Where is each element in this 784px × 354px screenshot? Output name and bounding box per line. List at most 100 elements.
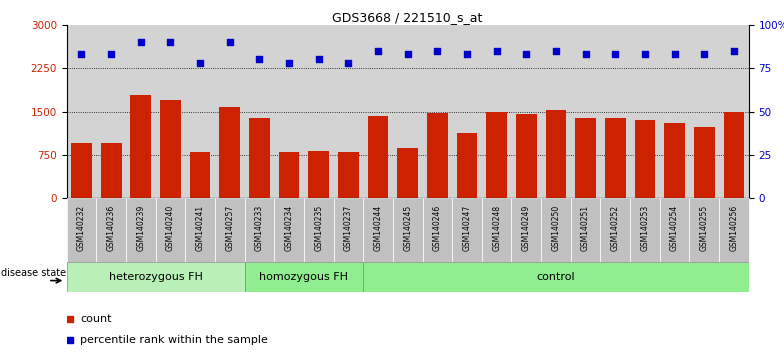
Text: GSM140252: GSM140252: [611, 205, 620, 251]
Bar: [660, 198, 689, 262]
Text: GSM140250: GSM140250: [551, 205, 561, 251]
Bar: [664, 123, 685, 198]
Bar: [126, 198, 155, 262]
Text: GSM140234: GSM140234: [285, 205, 293, 251]
Bar: [724, 112, 744, 198]
Text: GSM140233: GSM140233: [255, 205, 264, 251]
Bar: [363, 198, 393, 262]
Bar: [452, 198, 482, 262]
Bar: [100, 143, 122, 198]
Bar: [689, 198, 719, 262]
Bar: [333, 198, 363, 262]
Point: [253, 57, 266, 62]
Text: GSM140235: GSM140235: [314, 205, 323, 251]
Bar: [96, 198, 126, 262]
Point: [75, 51, 88, 57]
Bar: [338, 152, 359, 198]
Bar: [601, 198, 630, 262]
Point: [520, 51, 532, 57]
Text: GSM140256: GSM140256: [729, 205, 739, 251]
Text: heterozygous FH: heterozygous FH: [109, 272, 202, 282]
Point: [461, 51, 474, 57]
Text: count: count: [80, 314, 112, 324]
Bar: [605, 118, 626, 198]
Bar: [486, 112, 507, 198]
Text: disease state: disease state: [2, 268, 67, 278]
Bar: [130, 95, 151, 198]
Text: GSM140246: GSM140246: [433, 205, 442, 251]
Point: [313, 57, 325, 62]
Bar: [215, 198, 245, 262]
Bar: [575, 119, 596, 198]
Point: [372, 48, 384, 53]
Point: [431, 48, 444, 53]
Bar: [278, 152, 299, 198]
Bar: [427, 113, 448, 198]
Point: [164, 39, 176, 45]
Bar: [516, 114, 537, 198]
Point: [728, 48, 740, 53]
Point: [194, 60, 206, 66]
Bar: [363, 262, 749, 292]
Bar: [190, 152, 210, 198]
Bar: [694, 127, 714, 198]
Text: GSM140254: GSM140254: [670, 205, 679, 251]
Point: [135, 39, 147, 45]
Bar: [67, 198, 96, 262]
Bar: [71, 143, 92, 198]
Bar: [185, 198, 215, 262]
Text: GSM140249: GSM140249: [522, 205, 531, 251]
Point: [490, 48, 503, 53]
Bar: [245, 198, 274, 262]
Point: [223, 39, 236, 45]
Text: GSM140232: GSM140232: [77, 205, 86, 251]
Bar: [308, 151, 329, 198]
Text: GSM140248: GSM140248: [492, 205, 501, 251]
Text: GSM140255: GSM140255: [700, 205, 709, 251]
Bar: [571, 198, 601, 262]
Text: homozygous FH: homozygous FH: [260, 272, 348, 282]
Bar: [423, 198, 452, 262]
Bar: [511, 198, 541, 262]
Text: GSM140247: GSM140247: [463, 205, 471, 251]
Text: GSM140239: GSM140239: [136, 205, 145, 251]
Bar: [482, 198, 511, 262]
Text: GSM140251: GSM140251: [581, 205, 590, 251]
Text: control: control: [536, 272, 575, 282]
Bar: [630, 198, 660, 262]
Bar: [546, 110, 566, 198]
Bar: [304, 198, 333, 262]
Bar: [541, 198, 571, 262]
Text: GSM140241: GSM140241: [195, 205, 205, 251]
Text: GSM140240: GSM140240: [166, 205, 175, 251]
Bar: [220, 107, 240, 198]
Point: [698, 51, 710, 57]
Bar: [67, 262, 245, 292]
Bar: [245, 262, 363, 292]
Bar: [160, 100, 181, 198]
Text: GSM140237: GSM140237: [344, 205, 353, 251]
Text: GSM140245: GSM140245: [403, 205, 412, 251]
Bar: [634, 120, 655, 198]
Bar: [274, 198, 304, 262]
Bar: [719, 198, 749, 262]
Point: [105, 51, 118, 57]
Point: [550, 48, 562, 53]
Text: percentile rank within the sample: percentile rank within the sample: [80, 335, 268, 345]
Point: [342, 60, 354, 66]
Bar: [397, 148, 418, 198]
Text: GSM140244: GSM140244: [373, 205, 383, 251]
Text: GSM140236: GSM140236: [107, 205, 115, 251]
Point: [639, 51, 652, 57]
Text: GSM140257: GSM140257: [225, 205, 234, 251]
Point: [579, 51, 592, 57]
Bar: [393, 198, 423, 262]
Bar: [249, 119, 270, 198]
Point: [609, 51, 622, 57]
Point: [401, 51, 414, 57]
Text: GSM140253: GSM140253: [641, 205, 649, 251]
Bar: [368, 115, 388, 198]
Point: [668, 51, 681, 57]
Bar: [155, 198, 185, 262]
Title: GDS3668 / 221510_s_at: GDS3668 / 221510_s_at: [332, 11, 483, 24]
